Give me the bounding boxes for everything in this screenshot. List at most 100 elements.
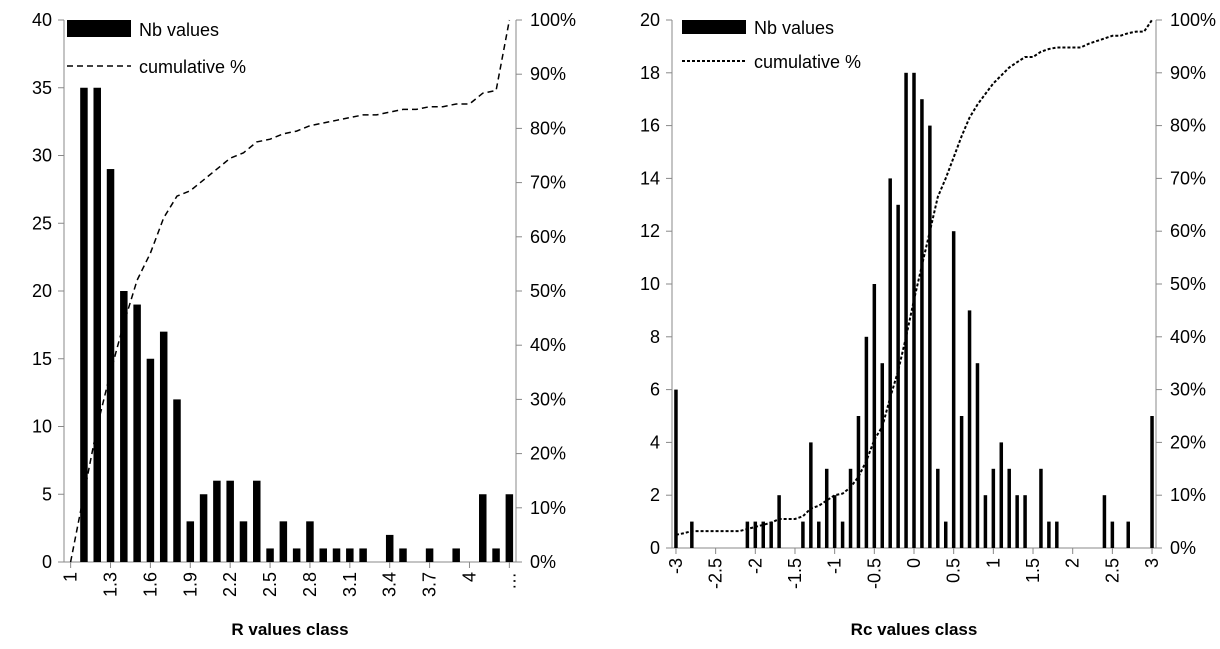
y2-tick-label: 100% (530, 10, 576, 30)
bar (856, 416, 861, 548)
bar (999, 442, 1004, 548)
bar (880, 363, 885, 548)
bar (1055, 521, 1059, 548)
bar (824, 468, 829, 548)
x-tick-label: 0.5 (944, 558, 964, 583)
y2-tick-label: 60% (1170, 221, 1206, 241)
x-tick-label: -3 (666, 558, 686, 574)
bar (306, 521, 314, 562)
y-tick-label: 16 (640, 116, 660, 136)
bar (346, 548, 354, 562)
bar (872, 284, 877, 548)
bar (896, 204, 900, 549)
y-tick-label: 0 (650, 538, 660, 558)
bar (133, 304, 141, 562)
bar (186, 521, 195, 562)
bar (753, 521, 758, 548)
y-tick-label: 20 (32, 281, 52, 301)
bar (279, 521, 288, 562)
y2-tick-label: 10% (530, 498, 566, 518)
x-tick-label: 2.5 (260, 572, 280, 597)
x-tick-label: 1.6 (140, 572, 160, 597)
bar (769, 521, 773, 548)
x-tick-label: 2 (1063, 558, 1083, 568)
bar (1039, 468, 1043, 548)
bar (848, 468, 853, 548)
y2-tick-label: 40% (1170, 327, 1206, 347)
y-tick-label: 2 (650, 485, 660, 505)
bar (266, 548, 274, 562)
bar (936, 468, 940, 548)
y-tick-label: 0 (42, 552, 52, 572)
bar (840, 521, 845, 548)
x-tick-label: … (499, 572, 519, 590)
bar (359, 548, 367, 562)
y-tick-label: 10 (640, 274, 660, 294)
y-tick-label: 40 (32, 10, 52, 30)
x-tick-label: 2.2 (220, 572, 240, 597)
x-tick-label: -1.5 (785, 558, 805, 589)
y2-tick-label: 20% (530, 444, 566, 464)
y-tick-label: 4 (650, 432, 660, 452)
bar (319, 548, 327, 562)
bar (199, 494, 208, 562)
bar (904, 72, 908, 549)
legend-label-cumulative: cumulative % (139, 57, 246, 77)
y2-tick-label: 0% (530, 552, 556, 572)
x-axis-title: R values class (231, 620, 348, 639)
y2-tick-label: 50% (530, 281, 566, 301)
legend: Nb values cumulative % (67, 20, 246, 77)
x-tick-label: 4 (459, 572, 479, 582)
legend-swatch-bar (67, 20, 131, 37)
bar (951, 231, 956, 548)
y2-tick-label: 60% (530, 227, 566, 247)
x-tick-label: 3.4 (380, 572, 400, 597)
bar (943, 521, 948, 548)
bar (505, 494, 514, 562)
x-tick-label: 2.5 (1102, 558, 1122, 583)
bar (332, 548, 341, 562)
panel-rc-values: 024681012141618200%10%20%30%40%50%60%70%… (640, 10, 1216, 639)
bar (832, 495, 837, 548)
y2-tick-label: 70% (1170, 168, 1206, 188)
bar (690, 521, 694, 548)
bar (864, 336, 869, 548)
bar (239, 521, 248, 562)
bar (761, 521, 765, 548)
x-tick-label: -1 (825, 558, 845, 574)
y-tick-label: 20 (640, 10, 660, 30)
x-tick-label: 1.3 (101, 572, 121, 597)
bar (1110, 521, 1115, 548)
bar (425, 548, 434, 562)
bar (93, 87, 101, 562)
y2-tick-label: 20% (1170, 432, 1206, 452)
bar (492, 548, 500, 562)
x-tick-label: 1 (983, 558, 1003, 568)
bar (106, 169, 115, 563)
bar (745, 521, 750, 548)
bar (1023, 495, 1027, 548)
bar (991, 468, 996, 548)
legend-label-nb-values: Nb values (754, 18, 834, 38)
bar (967, 310, 972, 548)
bar (253, 480, 261, 562)
bar (80, 87, 88, 562)
x-tick-label: -0.5 (864, 558, 884, 589)
bar (385, 534, 394, 562)
axes: 024681012141618200%10%20%30%40%50%60%70%… (640, 10, 1216, 589)
bar (777, 495, 781, 548)
bar (1102, 495, 1107, 548)
y2-tick-label: 90% (1170, 63, 1206, 83)
bar (1047, 521, 1051, 548)
y-tick-label: 35 (32, 78, 52, 98)
bar (452, 548, 460, 562)
y2-tick-label: 50% (1170, 274, 1206, 294)
bar (983, 495, 988, 548)
y2-tick-label: 80% (530, 118, 566, 138)
axes: 0 5 10 15 20 25 30 35 40 0% 10% 20% 30% 40% 50% 60% 70% 8… (32, 10, 576, 597)
y2-tick-label: 30% (1170, 380, 1206, 400)
bar (159, 331, 168, 562)
legend-label-nb-values: Nb values (139, 20, 219, 40)
x-tick-label: 1.9 (180, 572, 200, 597)
